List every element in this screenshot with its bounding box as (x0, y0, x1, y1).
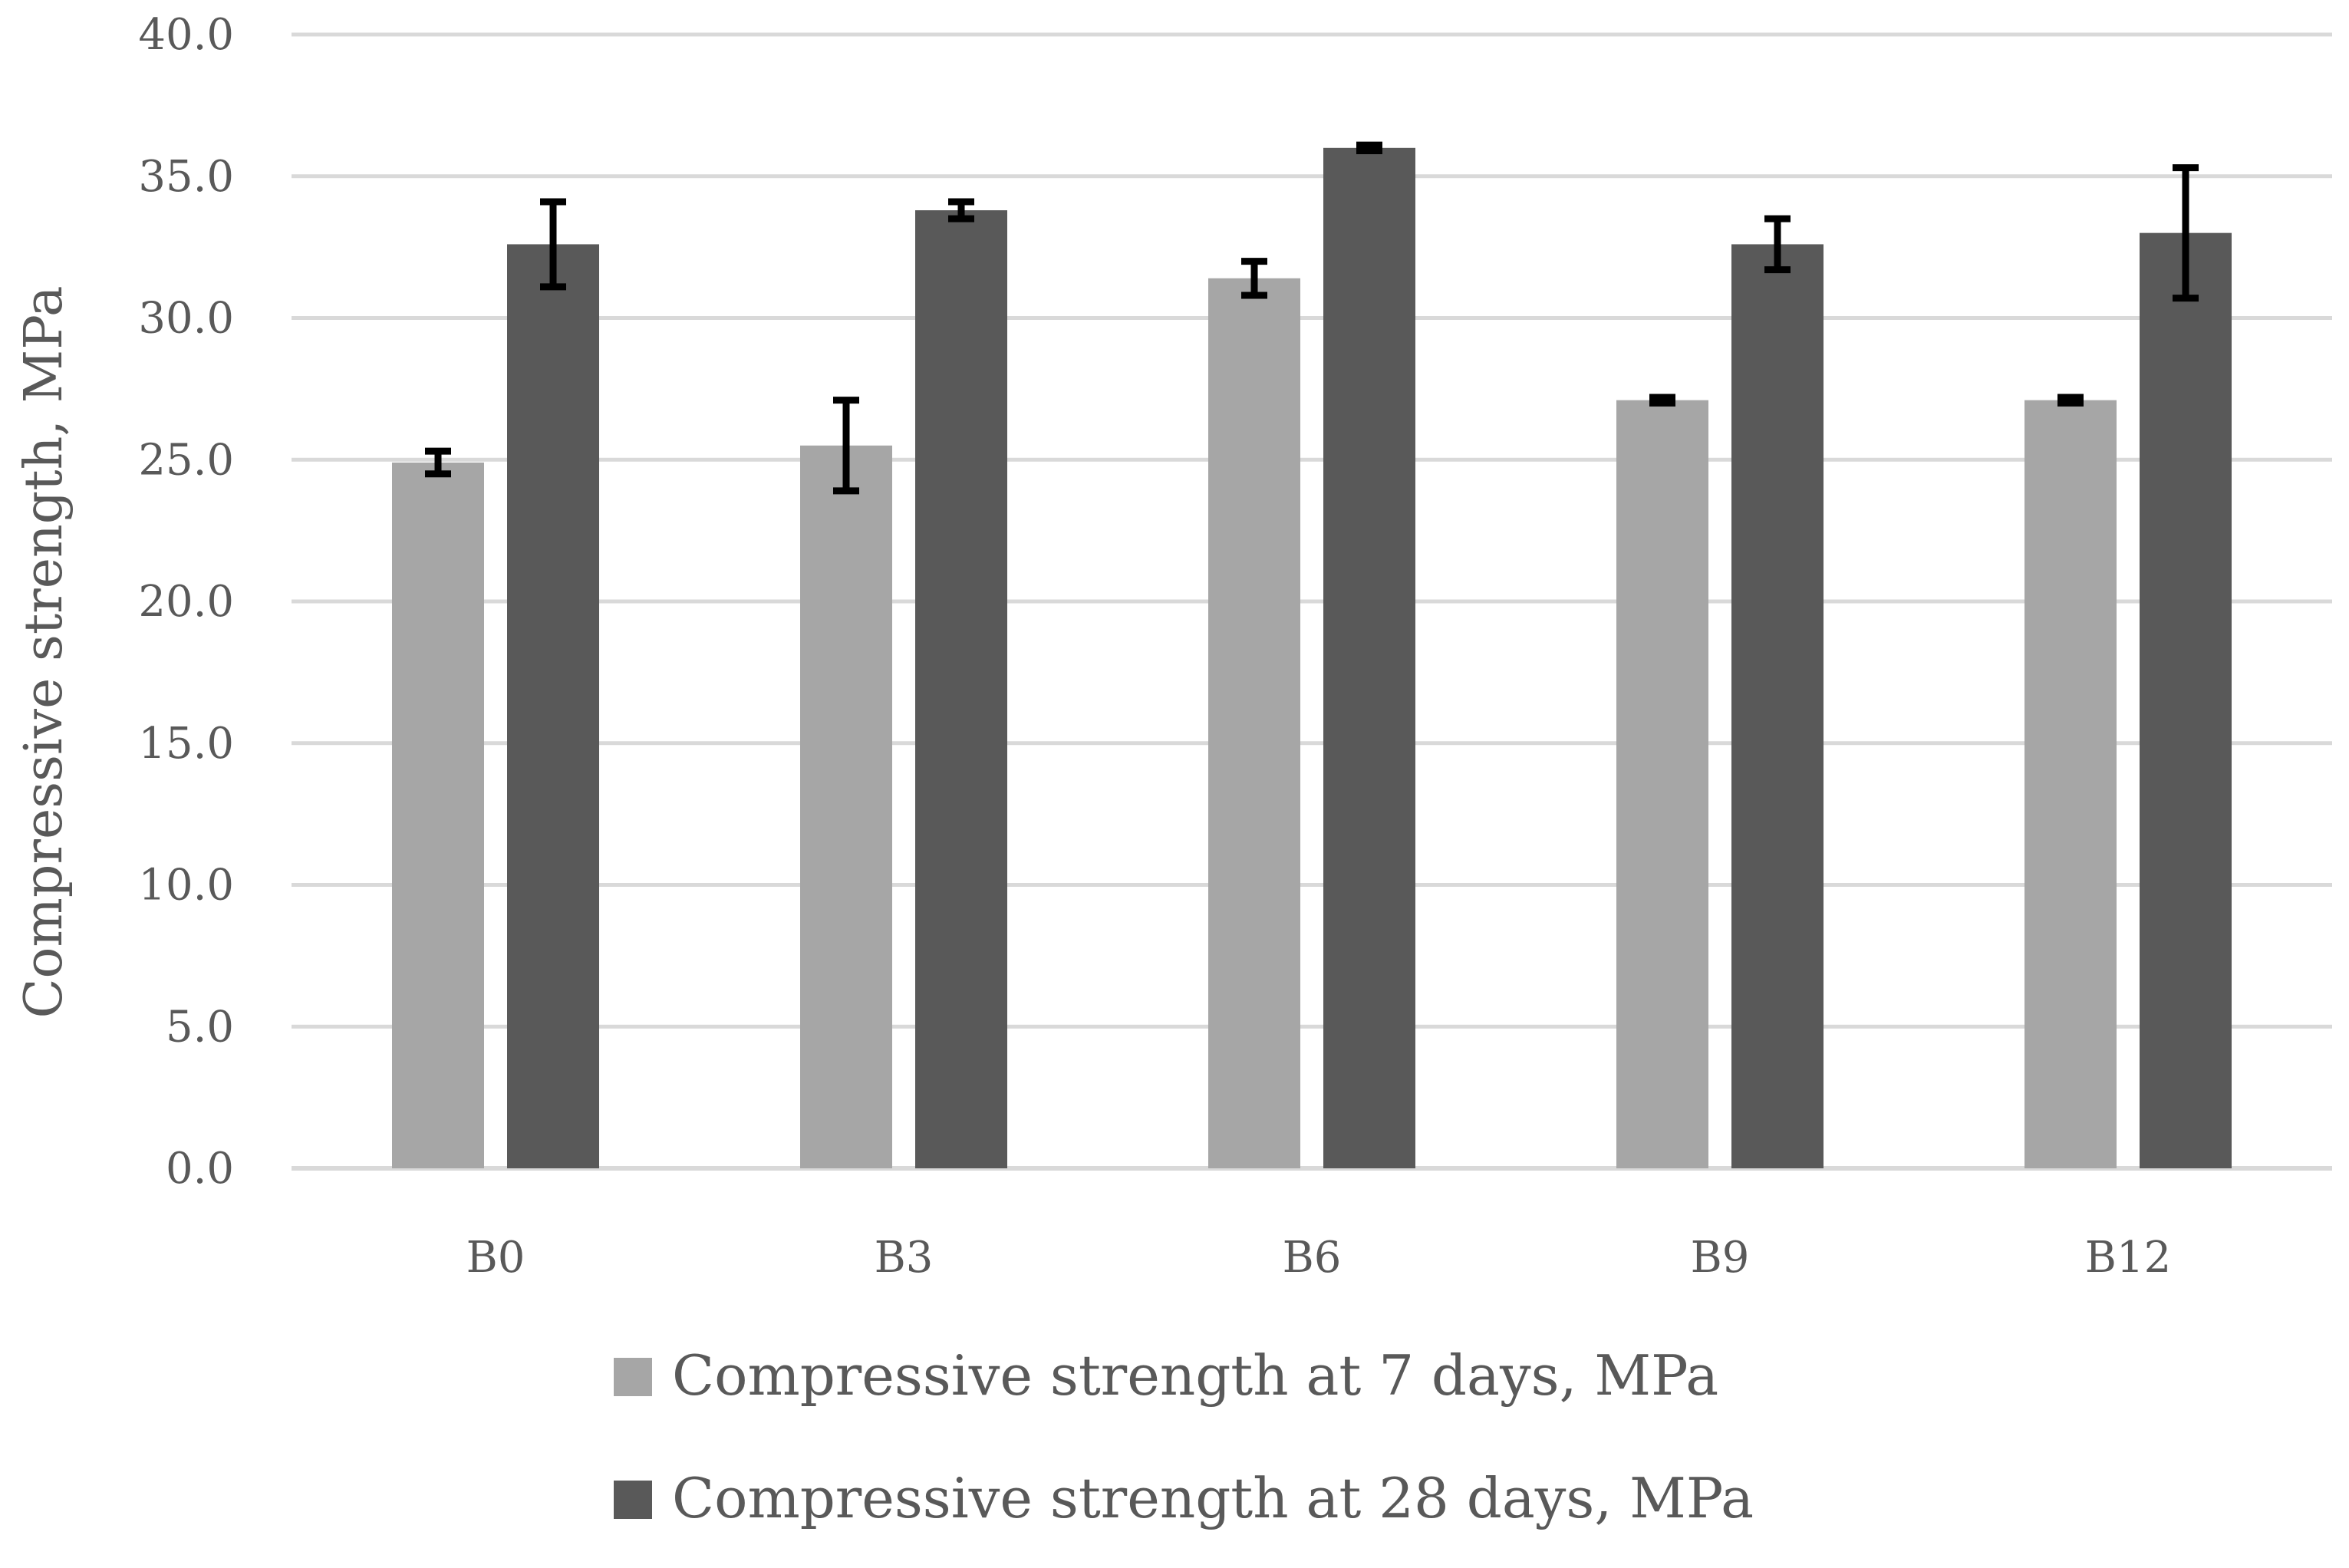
error-bar-b3-series-2 (948, 198, 974, 222)
bar-b0-series-2 (507, 244, 599, 1169)
bar-b6-series-1 (1208, 278, 1300, 1168)
legend-label-series-1: Compressive strength at 7 days, MPa (672, 1343, 1718, 1408)
bar-b12-series-1 (2024, 400, 2117, 1168)
error-bar-b3-series-1 (833, 397, 859, 495)
y-tick-label: 5.0 (166, 1002, 234, 1052)
bars (392, 147, 2232, 1169)
bar-b3-series-2 (915, 210, 1007, 1169)
gridlines (292, 32, 2332, 1171)
bar-b3-series-1 (800, 445, 892, 1168)
error-bar-b0-series-1 (425, 447, 451, 478)
error-bar-b6-series-1 (1241, 258, 1267, 299)
y-tick-label: 35.0 (138, 152, 234, 202)
error-bar-b12-series-1 (2057, 394, 2084, 407)
error-bar-b0-series-2 (540, 198, 566, 291)
y-tick-label: 40.0 (138, 10, 234, 60)
bar-b6-series-2 (1323, 147, 1415, 1168)
y-tick-label: 30.0 (138, 294, 234, 344)
x-category-labels: B0 B3 B6 B9 B12 (466, 1233, 2172, 1283)
legend-swatch-series-2 (614, 1481, 652, 1519)
error-bar-b9-series-1 (1649, 394, 1675, 407)
x-tick-label-b9: B9 (1691, 1233, 1750, 1283)
y-tick-label: 0.0 (166, 1144, 234, 1194)
error-bar-b6-series-2 (1356, 141, 1382, 154)
x-tick-label-b12: B12 (2085, 1233, 2171, 1283)
y-tick-label: 20.0 (138, 577, 234, 627)
bar-b0-series-1 (392, 462, 484, 1168)
y-tick-labels: 0.0 5.0 10.0 15.0 20.0 25.0 30.0 35.0 40.0 (138, 10, 234, 1194)
legend-label-series-2: Compressive strength at 28 days, MPa (672, 1466, 1754, 1530)
error-bars (425, 141, 2199, 495)
bar-b9-series-2 (1731, 244, 1824, 1169)
y-tick-label: 10.0 (138, 861, 234, 911)
x-tick-label-b0: B0 (466, 1233, 525, 1283)
x-tick-label-b3: B3 (875, 1233, 934, 1283)
bar-b9-series-1 (1616, 400, 1708, 1168)
y-tick-label: 25.0 (138, 435, 234, 485)
error-bar-b12-series-2 (2173, 164, 2199, 302)
x-tick-label-b6: B6 (1283, 1233, 1342, 1283)
y-axis-title: Compressive strength, MPa (14, 285, 74, 1018)
bar-b12-series-2 (2140, 232, 2232, 1168)
legend: Compressive strength at 7 days, MPa Compr… (614, 1343, 1754, 1530)
legend-swatch-series-1 (614, 1358, 652, 1396)
error-bar-b9-series-2 (1764, 215, 1791, 274)
y-tick-label: 15.0 (138, 719, 234, 769)
